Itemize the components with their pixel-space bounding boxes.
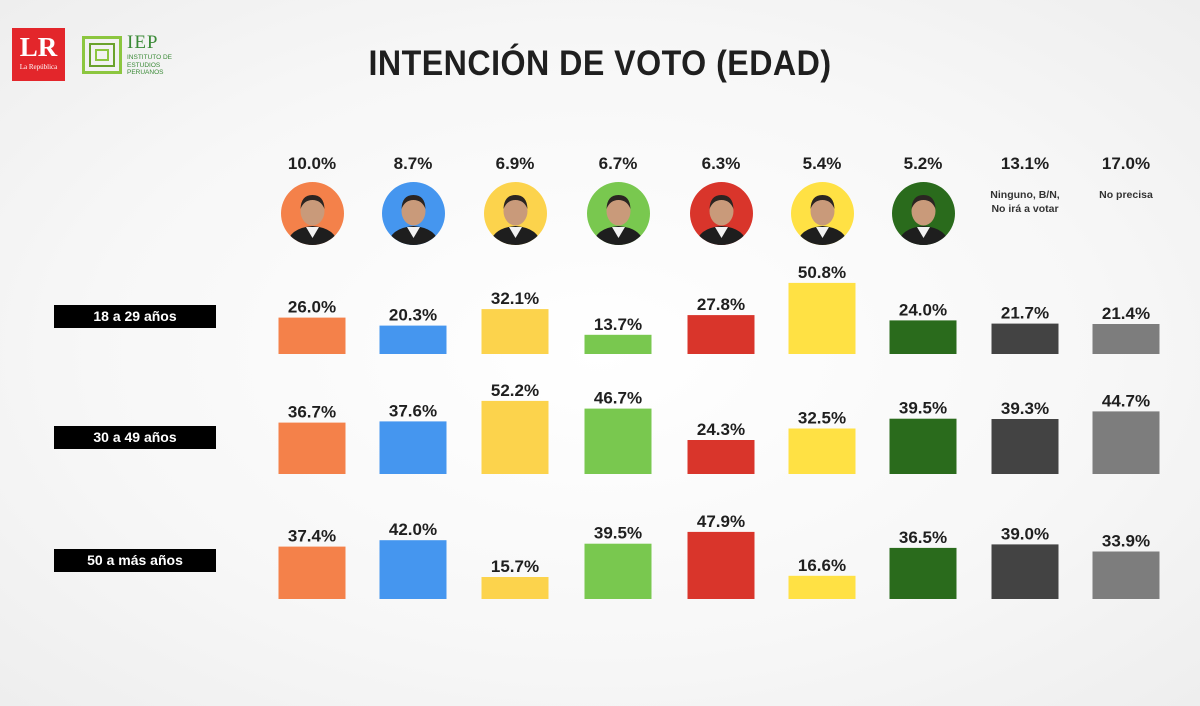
bar [481,400,549,474]
bar [991,323,1059,354]
candidate-total-percent: 5.2% [903,154,943,173]
candidate-photo-1 [281,182,344,245]
logo-lr-text: LR [19,32,58,62]
bar-value-label: 44.7% [1102,391,1150,410]
bar [991,419,1059,474]
bar-value-label: 16.6% [798,556,846,575]
bar [889,418,957,474]
bar-value-label: 37.6% [389,401,437,420]
bar [379,540,447,599]
candidate-photo-4 [587,182,650,245]
bar [481,309,549,354]
bar [278,317,346,354]
bar [278,422,346,474]
series-row: 26.0% 20.3% 32.1% 13.7% 27.8% 50.8% 24.0% 21.7%… [278,263,1160,354]
age-group-label: 30 a 49 años [54,426,216,449]
iep-logo-text: IEP [127,32,159,53]
iep-logo-icon [82,36,122,74]
bar-value-label: 39.5% [594,524,642,543]
bar [1092,411,1160,474]
bar [1092,324,1160,354]
bar [481,577,549,599]
bar-value-label: 39.3% [1001,399,1049,418]
bar-value-label: 26.0% [288,298,336,317]
bar [584,334,652,354]
bar-value-label: 13.7% [594,315,642,334]
bar-value-label: 24.0% [899,300,947,319]
candidate-photo-6 [791,182,854,245]
candidate-total-percent: 8.7% [393,154,433,173]
candidate-total-percent: 6.3% [701,154,741,173]
bar [889,547,957,599]
bar-value-label: 33.9% [1102,532,1150,551]
bar-value-label: 32.1% [491,289,539,308]
option-description: Ninguno, B/N, No irá a votar [990,189,1060,215]
bar-value-label: 36.7% [288,403,336,422]
bar [687,531,755,599]
candidate-total-percent: 10.0% [287,154,337,173]
candidate-total-percent: 5.4% [802,154,842,173]
series-row: 37.4% 42.0% 15.7% 39.5% 47.9% 16.6% 36.5% 39.0%… [278,512,1160,599]
page-title: INTENCIÓN DE VOTO (EDAD) [368,44,832,83]
iep-logo: IEP INSTITUTO DE ESTUDIOS PERUANOS [82,32,192,78]
bar [889,320,957,354]
bar-value-label: 21.4% [1102,304,1150,323]
bar-value-label: 15.7% [491,557,539,576]
bar-value-label: 52.2% [491,381,539,400]
age-group-label: 50 a más años [54,549,216,572]
bar-value-label: 24.3% [697,420,745,439]
bar-value-label: 39.0% [1001,524,1049,543]
candidate-photo-3 [484,182,547,245]
bar [1092,551,1160,599]
logo-lr-subtext: La República [19,63,58,71]
bar [584,543,652,599]
candidate-photo-5 [690,182,753,245]
candidate-photo-2 [382,182,445,245]
bar [278,546,346,599]
bar-value-label: 46.7% [594,389,642,408]
bar [379,421,447,474]
candidate-total-percent: 17.0% [1101,154,1151,173]
bar-value-label: 20.3% [389,306,437,325]
iep-logo-subtext: INSTITUTO DE ESTUDIOS PERUANOS [127,54,173,76]
bar-value-label: 27.8% [697,295,745,314]
candidate-total-percent: 6.7% [598,154,638,173]
bar [788,282,856,354]
bar [687,315,755,354]
bar-value-label: 39.5% [899,399,947,418]
bar-value-label: 21.7% [1001,304,1049,323]
option-description: No precisa [1099,189,1153,201]
candidate-total-percent: 6.9% [495,154,535,173]
age-group-label: 18 a 29 años [54,305,216,328]
bar-value-label: 36.5% [899,528,947,547]
bar-value-label: 42.0% [389,520,437,539]
bar-value-label: 50.8% [798,263,846,282]
series-row: 36.7% 37.6% 52.2% 46.7% 24.3% 32.5% 39.5% 39.3%… [278,381,1160,474]
la-republica-logo: LR La República [12,28,65,81]
bar [584,408,652,474]
bar [788,428,856,474]
bar-value-label: 32.5% [798,409,846,428]
bar-value-label: 37.4% [288,527,336,546]
bar [379,325,447,354]
bar [687,440,755,474]
bar [788,575,856,599]
bar [991,544,1059,599]
candidate-total-percent: 13.1% [1000,154,1050,173]
candidate-photo-7 [892,182,955,245]
bar-value-label: 47.9% [697,512,745,531]
